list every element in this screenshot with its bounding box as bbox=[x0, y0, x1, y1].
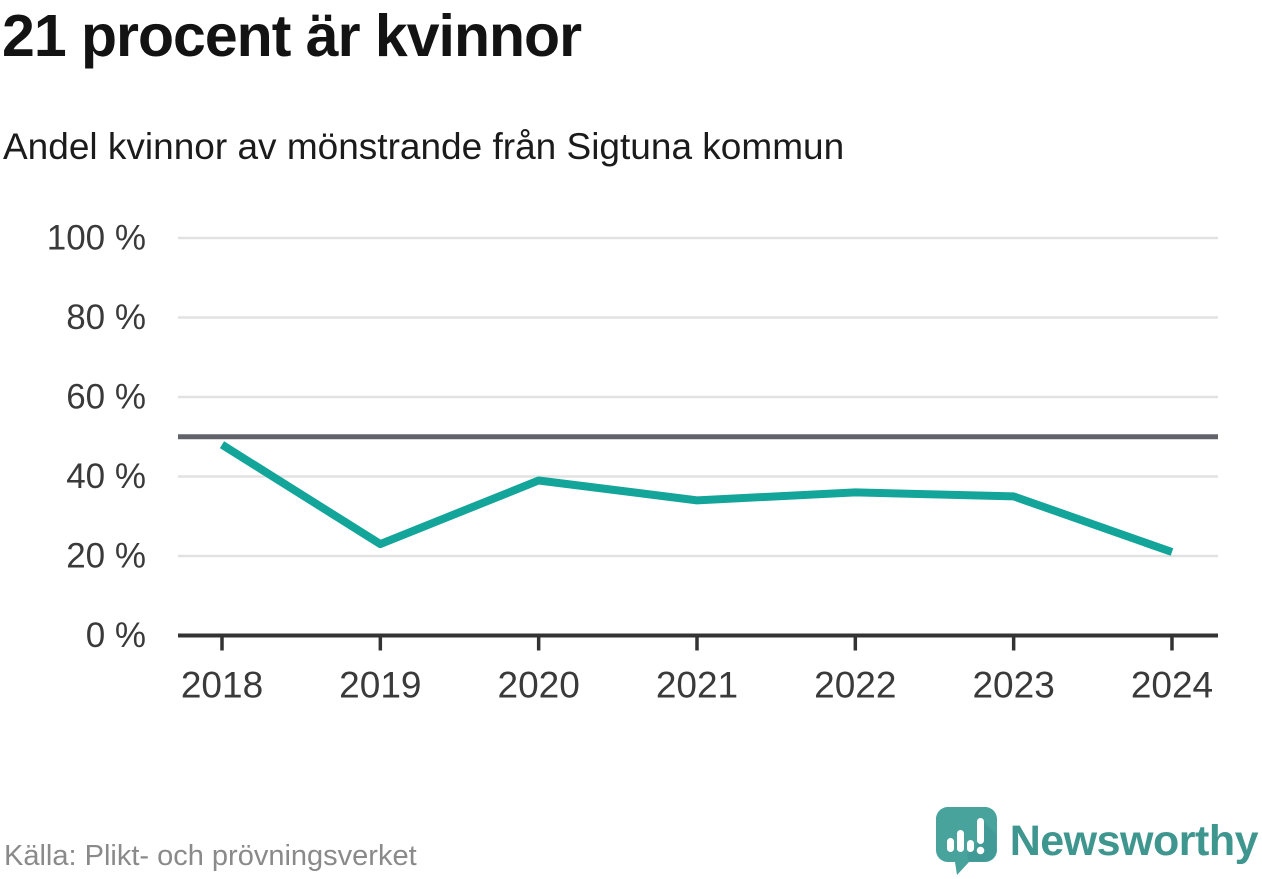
data-line-andel-kvinnor-av-m-nstrande bbox=[219, 441, 1174, 556]
y-axis-tick-label: 0 % bbox=[86, 616, 146, 655]
logo-bar-chart-glyph bbox=[946, 818, 985, 855]
y-axis-tick-label: 40 % bbox=[66, 457, 146, 496]
x-axis-tick-label: 2019 bbox=[339, 665, 421, 706]
page-title: 21 procent är kvinnor bbox=[2, 3, 582, 69]
x-axis-tick-label: 2023 bbox=[972, 665, 1054, 706]
x-axis-tick-label: 2024 bbox=[1131, 665, 1213, 706]
source-caption: Källa: Plikt- och prövningsverket bbox=[4, 840, 417, 872]
newsworthy-logo-icon bbox=[935, 807, 997, 875]
brand-footer: Newsworthy bbox=[935, 806, 1259, 876]
chart-subtitle: Andel kvinnor av mönstrande från Sigtuna… bbox=[3, 126, 845, 167]
line-chart: 0 % 20 % 40 % 60 % 80 % 100 % 2018 2019 2020 2021… bbox=[47, 219, 1218, 706]
x-axis-tick-label: 2022 bbox=[814, 665, 896, 706]
brand-name: Newsworthy bbox=[1009, 816, 1259, 865]
y-axis-tick-label: 20 % bbox=[66, 537, 146, 576]
x-axis-tick-label: 2018 bbox=[181, 665, 263, 706]
x-axis-tick-label: 2021 bbox=[656, 665, 738, 706]
y-axis-tick-label: 80 % bbox=[66, 298, 146, 337]
y-axis-tick-label: 60 % bbox=[66, 378, 146, 417]
x-axis-tick-label: 2020 bbox=[498, 665, 580, 706]
y-axis-tick-label: 100 % bbox=[47, 219, 146, 258]
